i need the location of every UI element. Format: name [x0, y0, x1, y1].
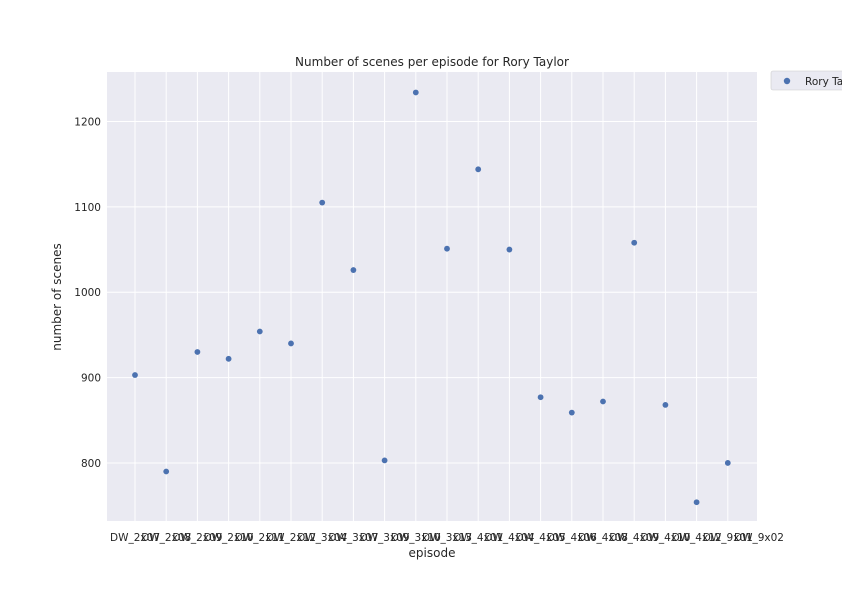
y-tick-label: 1200 [74, 117, 101, 129]
data-point [537, 394, 544, 401]
plot-area [107, 72, 757, 521]
data-point [475, 166, 482, 173]
data-point [381, 457, 388, 464]
data-point [506, 246, 513, 253]
x-tick-label: DW_3x04 [297, 532, 347, 544]
data-point [163, 468, 170, 475]
data-point [600, 398, 606, 405]
data-point [350, 267, 357, 273]
y-axis-title: number of scenes [50, 243, 64, 351]
x-tick-label: DW_4x04 [484, 532, 534, 544]
x-tick-label: DW_4x08 [578, 532, 628, 544]
x-tick-label: DW_2x09 [172, 532, 222, 544]
data-point [319, 199, 326, 206]
x-tick-label: DW_3x07 [328, 532, 378, 544]
data-point [444, 245, 450, 252]
data-point [256, 328, 263, 335]
y-tick-label: 1000 [74, 287, 101, 299]
legend-label-rory-taylor: Rory Taylor [805, 76, 842, 88]
data-point [693, 499, 700, 506]
legend-marker [783, 77, 791, 85]
x-axis-title: episode [409, 546, 456, 560]
y-tick-label: 900 [81, 373, 101, 385]
x-tick-label: DW_9x02 [734, 532, 784, 544]
x-tick-label: DW_2x11 [235, 532, 285, 544]
x-tick-label: DW_3x13 [422, 532, 472, 544]
legend: Rory Taylor [770, 70, 842, 91]
y-tick-label: 800 [81, 458, 101, 470]
x-tick-label: DW_4x01 [453, 532, 503, 544]
data-point [194, 349, 201, 355]
x-tick-label: DW_4x12 [672, 532, 722, 544]
data-point [132, 372, 138, 378]
data-point [662, 402, 669, 408]
x-tick-label: DW_2x08 [141, 532, 191, 544]
data-point [288, 340, 294, 347]
x-tick-label: DW_3x09 [360, 532, 410, 544]
x-tick-label: DW_4x05 [516, 532, 566, 544]
x-tick-label: DW_4x09 [609, 532, 659, 544]
x-tick-label: DW_2x10 [204, 532, 254, 544]
data-point [225, 355, 232, 362]
data-point [412, 89, 419, 96]
x-tick-label: DW_9x01 [703, 532, 753, 544]
data-point [724, 460, 731, 466]
data-point [631, 239, 638, 246]
x-tick-label: DW_2x12 [266, 532, 316, 544]
data-point [568, 409, 575, 416]
y-tick-label: 1100 [74, 202, 101, 214]
x-tick-label: DW_4x10 [640, 532, 690, 544]
chart-title: Number of scenes per episode for Rory Ta… [295, 55, 569, 69]
legend-box [770, 70, 842, 91]
x-tick-label: DW_3x10 [391, 532, 441, 544]
x-tick-label: DW_4x06 [547, 532, 597, 544]
x-tick-label: DW_2x07 [110, 532, 160, 544]
